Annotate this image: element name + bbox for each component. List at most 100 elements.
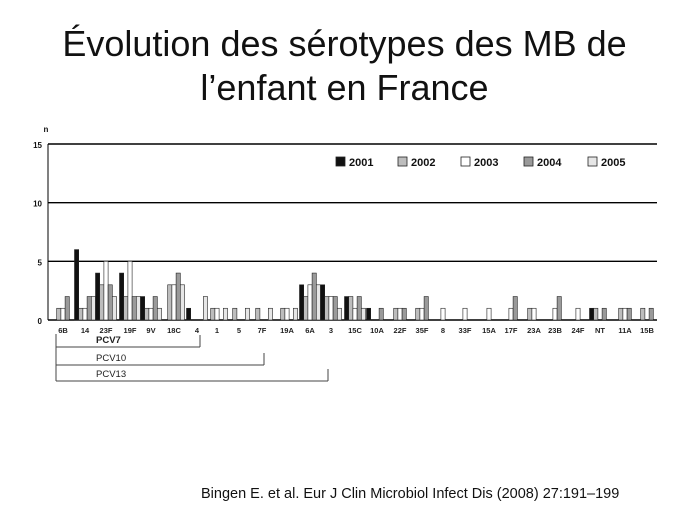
- x-tick-label: 35F: [416, 326, 429, 335]
- x-tick-label: 8: [441, 326, 445, 335]
- bar-2003-15C: [352, 307, 358, 321]
- legend-swatch-2004: [523, 156, 534, 167]
- bar-2003-14: [82, 307, 88, 321]
- y-tick-label: 15: [33, 141, 42, 150]
- x-tick-label: 17F: [505, 326, 518, 335]
- bar-2002-19A: [280, 307, 286, 321]
- x-tick-label: 24F: [572, 326, 585, 335]
- bar-2005-18C: [180, 284, 185, 321]
- bar-2005-6A: [315, 284, 321, 321]
- bar-2004-11A: [626, 307, 632, 321]
- x-tick-label: 14: [81, 326, 90, 335]
- bar-2003-3: [328, 296, 334, 321]
- bar-2001-19F: [119, 272, 124, 321]
- bar-2002-18C: [167, 284, 173, 321]
- bar-2002-NT: [593, 307, 599, 321]
- x-tick-label: 5: [237, 326, 241, 335]
- bars-layer: [56, 249, 654, 321]
- bar-2005-15C: [360, 307, 366, 321]
- bar-2002-14: [78, 307, 84, 321]
- bar-2003-35F: [419, 307, 425, 321]
- bar-2004-23B: [556, 296, 562, 321]
- bar-2004-23F: [107, 284, 113, 321]
- title-line-1: Évolution des sérotypes des MB de: [62, 23, 627, 64]
- bar-2005-4: [203, 296, 208, 321]
- x-tick-label: 1: [215, 326, 219, 335]
- y-tick-label: 10: [33, 200, 42, 209]
- bar-2004-14: [86, 296, 92, 321]
- bar-2002-9V: [144, 307, 150, 321]
- bar-2004-15C: [356, 296, 362, 321]
- x-tick-label: 23B: [548, 326, 562, 335]
- x-tick-label: 11A: [618, 326, 632, 335]
- bar-2003-1: [214, 307, 220, 321]
- bar-2005-19A: [292, 307, 298, 321]
- bracket-label-pcv7: PCV7: [96, 335, 121, 346]
- bar-2002-5: [232, 307, 238, 321]
- bar-2003-23A: [531, 307, 537, 321]
- bar-2003-19F: [127, 261, 133, 321]
- bar-2003-33F: [462, 307, 468, 321]
- bar-2003-24F: [575, 307, 581, 321]
- legend-label-2003: 2003: [474, 157, 498, 169]
- bar-2003-22F: [397, 307, 403, 321]
- bar-2002-11A: [618, 307, 624, 321]
- grid-layer: [48, 143, 657, 321]
- y-tick-label: 0: [38, 317, 43, 326]
- bar-2003-6B: [60, 307, 66, 321]
- bar-2003-19A: [284, 307, 290, 321]
- bar-2002-1: [210, 307, 216, 321]
- bar-2004-19F: [131, 296, 137, 321]
- bar-2004-17F: [512, 296, 518, 321]
- bar-2004-6A: [311, 272, 317, 321]
- x-tick-label: 6A: [305, 326, 315, 335]
- x-tick-label: 3: [329, 326, 333, 335]
- legend-label-2001: 2001: [349, 157, 373, 169]
- x-tick-label: 22F: [394, 326, 407, 335]
- bar-2005-9V: [157, 307, 162, 321]
- legend-label-2005: 2005: [601, 157, 625, 169]
- title-line-2: l’enfant en France: [200, 67, 489, 108]
- legend-swatch-2001: [335, 156, 346, 167]
- bar-2003-18C: [171, 284, 177, 321]
- bar-2003-9V: [148, 307, 154, 321]
- bar-2002-7F: [255, 307, 261, 321]
- bar-2004-35F: [423, 296, 429, 321]
- legend-swatch-2002: [397, 156, 408, 167]
- x-tick-label: 9V: [146, 326, 155, 335]
- x-tick-label: 19F: [124, 326, 137, 335]
- legend-swatch-2003: [460, 156, 471, 167]
- x-tick-label: NT: [595, 326, 605, 335]
- bar-2003-15A: [486, 307, 492, 321]
- bar-2002-19F: [123, 296, 129, 321]
- x-tick-label: 4: [195, 326, 200, 335]
- x-tick-label: 15C: [348, 326, 362, 335]
- bar-2004-10A: [378, 307, 384, 321]
- bar-2001-23F: [95, 272, 100, 321]
- bar-2002-15B: [640, 307, 646, 321]
- legend-swatch-2005: [587, 156, 598, 167]
- bracket-label-pcv10: PCV10: [96, 353, 126, 364]
- bar-2005-1: [223, 307, 228, 321]
- x-tick-label: 23A: [527, 326, 541, 335]
- bar-2003-17F: [508, 307, 514, 321]
- x-tick-label: 6B: [58, 326, 68, 335]
- x-tick-label: 15B: [640, 326, 654, 335]
- bar-2003-11A: [622, 307, 628, 321]
- slide-title: Évolution des sérotypes des MB de l’enfa…: [0, 22, 689, 110]
- bar-2003-23F: [103, 261, 109, 321]
- x-tick-label: 18C: [167, 326, 181, 335]
- bar-2002-6B: [56, 307, 62, 321]
- bar-2002-23F: [99, 284, 105, 321]
- bar-2001-3: [320, 284, 325, 321]
- bar-2005-3: [336, 307, 342, 321]
- y-axis-label: n: [44, 125, 49, 134]
- bar-2005-7F: [267, 307, 273, 321]
- legend-layer: 2001 2002 2003 2004 2005: [335, 156, 625, 169]
- bar-2003-23B: [552, 307, 558, 321]
- bar-2002-6A: [303, 296, 309, 321]
- bar-2002-22F: [393, 307, 399, 321]
- citation: Bingen E. et al. Eur J Clin Microbiol In…: [201, 486, 620, 502]
